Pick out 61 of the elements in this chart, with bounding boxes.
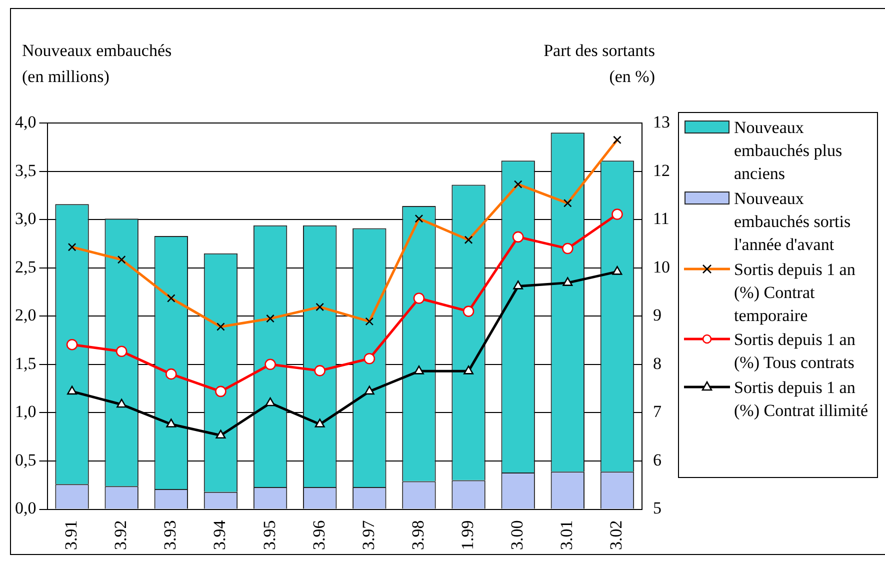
legend-label: Sortis depuis 1 an (%) Tous contrats	[734, 329, 856, 374]
point	[66, 338, 78, 350]
point	[462, 306, 474, 317]
x-tick-label: 3.96	[309, 520, 328, 550]
x-tick-label: 1.99	[458, 520, 477, 550]
point	[264, 358, 276, 370]
point	[364, 386, 374, 395]
x-tick-label: 3.97	[358, 520, 378, 550]
x-tick-label: 3.92	[111, 520, 130, 550]
point	[265, 397, 276, 406]
x-tick-label: 3.91	[62, 520, 80, 550]
point	[215, 386, 226, 398]
y2-tick-label: 6	[653, 450, 662, 470]
y2-tick-label: 11	[653, 209, 670, 228]
y2-tick-label: 5	[653, 498, 662, 518]
x-tick-label: 3.95	[260, 520, 279, 550]
x-tick-label: 3.98	[408, 520, 428, 550]
point	[166, 368, 177, 380]
y2-axis-title: Part des sortants (en %)	[542, 40, 655, 88]
y-tick-label: 2,0	[15, 306, 36, 325]
x-tick-label: 3.01	[557, 520, 576, 550]
y-tick-label: 3,5	[15, 160, 36, 180]
point	[116, 398, 127, 408]
y-tick-label: 3,0	[15, 209, 36, 228]
y-tick-label: 1,0	[15, 402, 36, 422]
point	[314, 365, 326, 376]
point	[612, 266, 622, 275]
point	[116, 346, 128, 358]
x-tick-label: 3.94	[210, 520, 230, 550]
point	[67, 386, 78, 395]
y-tick-label: 0,5	[15, 450, 36, 470]
point	[166, 418, 176, 428]
legend-label: Sortis depuis 1 an (%) Contrat temporaire	[734, 258, 856, 327]
y2-tick-label: 12	[653, 160, 670, 180]
point	[562, 242, 574, 254]
y-tick-label: 0,0	[15, 498, 36, 518]
point	[562, 277, 573, 286]
y-axis-title: Nouveaux embauchés (en millions)	[22, 40, 172, 88]
y-tick-label: 1,5	[15, 354, 36, 373]
y2-tick-label: 10	[653, 257, 670, 276]
point	[216, 430, 226, 439]
legend-label: Sortis depuis 1 an (%) Contrat illimité	[734, 377, 870, 422]
y-tick-label: 2,5	[15, 257, 36, 276]
y2-tick-label: 7	[653, 402, 662, 422]
point	[512, 231, 524, 243]
legend-label: Nouveaux embauchés sortis l'année d'avant	[734, 188, 852, 256]
x-tick-label: 3.93	[160, 520, 180, 550]
point	[364, 352, 376, 364]
point	[513, 280, 524, 290]
point	[612, 208, 623, 220]
x-tick-label: 3.00	[508, 520, 527, 550]
point	[413, 292, 425, 304]
y-tick-label: 4,0	[15, 112, 36, 132]
point	[414, 366, 424, 374]
y2-tick-label: 8	[653, 354, 662, 373]
x-tick-label: 3.02	[606, 520, 626, 550]
y2-tick-label: 9	[653, 306, 662, 325]
point	[314, 418, 325, 428]
legend-label: Nouveaux embauchés plus anciens	[734, 117, 844, 185]
y2-tick-label: 13	[653, 112, 670, 132]
point	[464, 366, 474, 374]
